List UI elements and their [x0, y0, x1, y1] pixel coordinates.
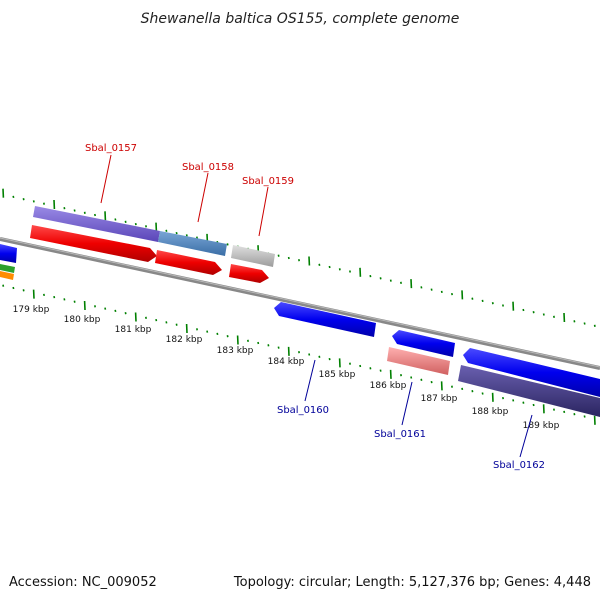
gene-label-leader [258, 186, 269, 237]
gene-label-sbal-0159[interactable]: Sbal_0159 [242, 176, 294, 187]
gene-label-sbal-0162[interactable]: Sbal_0162 [493, 460, 545, 471]
kbp-label: 186 kbp [370, 381, 407, 391]
gene-label-leader [401, 381, 413, 426]
kbp-label: 185 kbp [319, 370, 356, 380]
gene-label-leader [519, 414, 533, 458]
gene-fragment-orange[interactable] [0, 271, 14, 280]
gene-label-sbal-0161[interactable]: Sbal_0161 [374, 429, 426, 440]
gene-fragment-green[interactable] [0, 264, 15, 273]
kbp-label: 187 kbp [421, 394, 458, 404]
accession-label: Accession: NC_009052 [9, 575, 157, 590]
gene-arrow-blue[interactable] [463, 348, 600, 397]
kbp-label: 189 kbp [523, 421, 560, 431]
gene-label-sbal-0157[interactable]: Sbal_0157 [85, 143, 137, 154]
gene-arrow-red[interactable] [30, 225, 157, 262]
gene-arrow-red[interactable] [155, 250, 222, 275]
forward-gene-labels: Sbal_0157 Sbal_0158 Sbal_0159 [85, 143, 294, 237]
outer-tick-ring [2, 188, 596, 327]
gene-label-leader [197, 172, 209, 223]
reverse-gene-labels: Sbal_0160 Sbal_0161 Sbal_0162 [277, 359, 545, 471]
kbp-label: 180 kbp [64, 315, 101, 325]
genome-backbone-highlight [0, 237, 600, 368]
gene-arrow-red[interactable] [229, 264, 269, 283]
genome-backbone [0, 237, 600, 370]
gene-feature-pink[interactable] [387, 347, 450, 375]
gene-label-sbal-0160[interactable]: Sbal_0160 [277, 405, 329, 416]
kbp-label: 182 kbp [166, 335, 203, 345]
gene-feature-navy[interactable] [458, 365, 600, 417]
kbp-label: 188 kbp [472, 407, 509, 417]
gene-arrow-blue[interactable] [274, 302, 376, 337]
gene-label-sbal-0158[interactable]: Sbal_0158 [182, 162, 234, 173]
inner-tick-ring [2, 284, 596, 425]
gene-label-leader [304, 359, 316, 402]
gene-feature-gray[interactable] [231, 245, 275, 267]
forward-strand-genes [0, 206, 275, 283]
reverse-strand-genes [274, 302, 600, 417]
gene-feature-purple[interactable] [33, 206, 160, 242]
gene-feature-steel[interactable] [158, 231, 227, 256]
gene-label-leader [100, 154, 112, 204]
kbp-label: 181 kbp [115, 325, 152, 335]
map-title: Shewanella baltica OS155, complete genom… [141, 11, 460, 27]
kbp-labels: 179 kbp 180 kbp 181 kbp 182 kbp 183 kbp … [13, 305, 560, 431]
kbp-label: 184 kbp [268, 357, 305, 367]
kbp-label: 183 kbp [217, 346, 254, 356]
gene-fragment-blue[interactable] [0, 244, 17, 263]
gene-arrow-blue[interactable] [392, 330, 455, 357]
kbp-label: 179 kbp [13, 305, 50, 315]
genome-summary: Topology: circular; Length: 5,127,376 bp… [233, 575, 591, 590]
